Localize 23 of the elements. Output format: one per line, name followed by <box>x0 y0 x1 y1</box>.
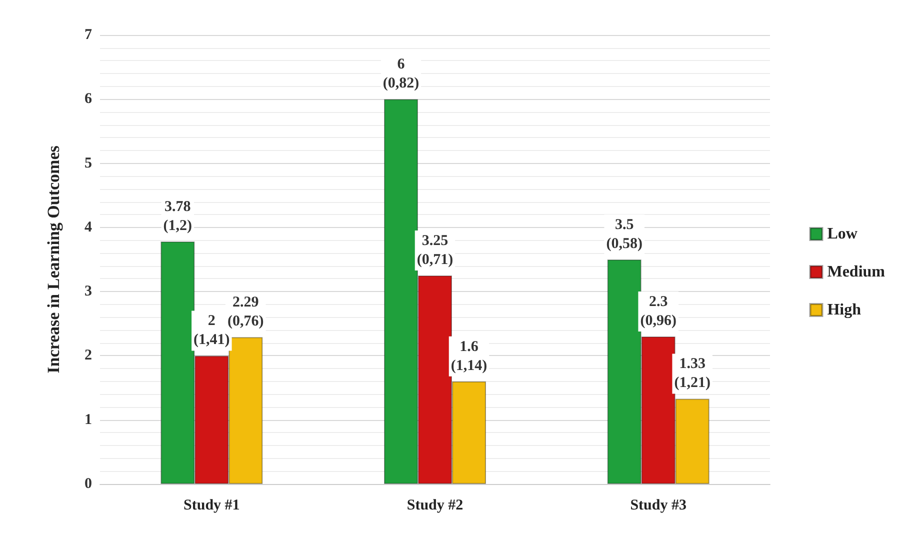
data-label: 6 (0,82) <box>382 56 420 92</box>
y-tick-label: 7 <box>84 27 92 43</box>
legend-label: High <box>827 302 862 318</box>
data-label: 1.6 (1,14) <box>450 338 488 374</box>
y-tick-label: 6 <box>84 91 92 108</box>
y-tick-label: 2 <box>84 348 92 364</box>
legend-label: Medium <box>827 264 886 280</box>
data-label: 3.5 (0,58) <box>606 217 642 252</box>
x-tick-label: Study #3 <box>630 498 686 514</box>
y-tick-label: 5 <box>84 155 92 172</box>
y-tick-label: 0 <box>84 476 92 492</box>
x-tick-label: Study #1 <box>184 498 240 514</box>
x-tick-label: Study #2 <box>406 498 464 514</box>
data-label: 2.3 (0,96) <box>640 294 676 329</box>
y-tick-label: 1 <box>84 412 92 428</box>
y-tick-label: 3 <box>84 284 92 300</box>
data-label: 1.33 (1,21) <box>674 356 710 392</box>
data-label: 2.29 (0,76) <box>228 294 264 330</box>
y-axis-title: Increase in Learning Outcomes <box>44 145 63 374</box>
legend-label: Low <box>827 226 858 242</box>
data-label: 3.25 (0,71) <box>416 233 454 268</box>
data-label: 3.78 (1,2) <box>163 199 192 234</box>
y-tick-label: 4 <box>84 219 92 236</box>
